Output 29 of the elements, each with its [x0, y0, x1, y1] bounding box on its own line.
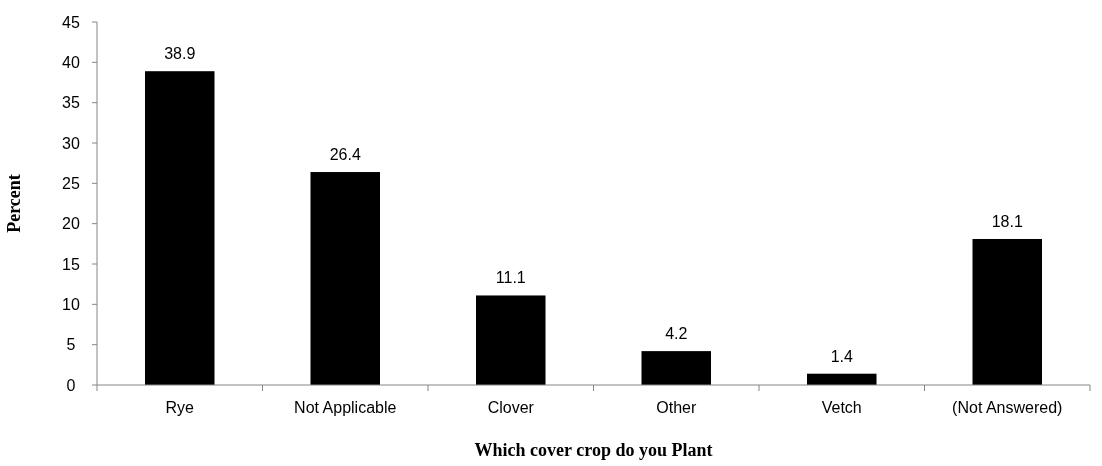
y-tick-label: 40 [62, 53, 80, 71]
x-tick-label: Other [656, 399, 697, 416]
data-label: 1.4 [830, 347, 853, 365]
y-tick-label: 15 [62, 255, 80, 273]
data-label: 26.4 [329, 146, 361, 164]
x-tick-label: Not Applicable [294, 399, 397, 416]
x-axis-title: Which cover crop do you Plant [474, 440, 713, 460]
bar [972, 238, 1043, 385]
y-tick-label: 0 [66, 376, 76, 394]
data-label: 38.9 [164, 45, 196, 63]
y-tick-label: 30 [62, 134, 80, 152]
data-label: 18.1 [991, 212, 1023, 230]
data-label: 4.2 [665, 325, 688, 343]
bar [310, 172, 381, 385]
y-tick-label: 25 [62, 174, 80, 192]
x-tick-label: Clover [487, 399, 535, 416]
y-tick-label: 5 [66, 336, 76, 354]
bar [145, 71, 215, 385]
x-tick-label: (Not Answered) [952, 399, 1063, 416]
data-label: 11.1 [495, 269, 526, 287]
x-tick-label: Rye [165, 399, 195, 416]
bar [476, 295, 546, 385]
y-tick-label: 45 [62, 13, 80, 31]
bar [641, 351, 712, 385]
y-tick-label: 35 [62, 94, 80, 112]
y-axis-title: Percent [4, 174, 24, 233]
y-tick-label: 10 [62, 295, 80, 313]
x-tick-label: Vetch [821, 399, 862, 416]
y-tick-label: 20 [62, 215, 80, 233]
